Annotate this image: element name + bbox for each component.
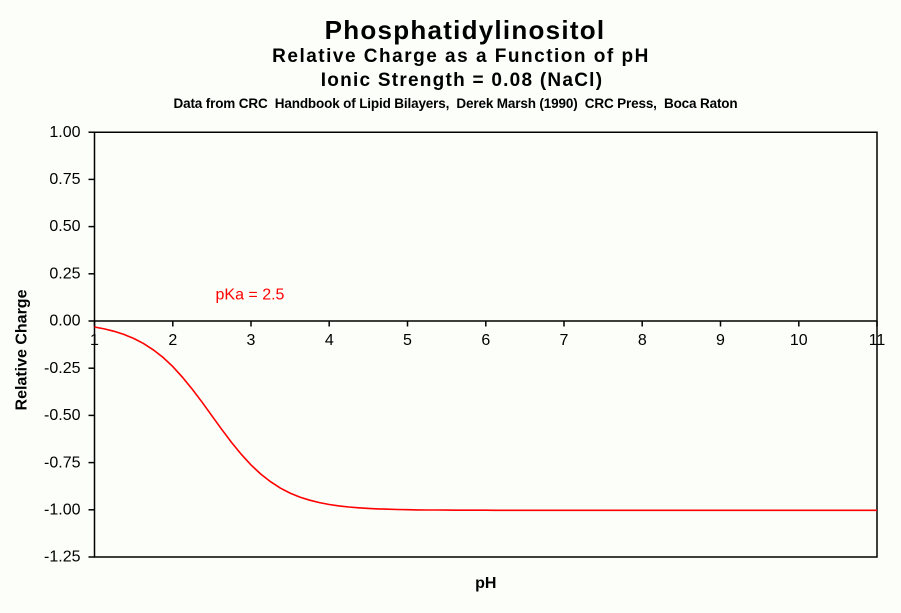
svg-text:3: 3 [247,332,256,349]
svg-text:-0.25: -0.25 [44,360,81,377]
svg-text:-0.75: -0.75 [44,454,81,471]
svg-text:-1.25: -1.25 [44,549,81,566]
svg-text:-1.00: -1.00 [44,502,81,519]
svg-text:0.25: 0.25 [49,265,80,282]
svg-text:2: 2 [168,332,177,349]
svg-text:pKa = 2.5: pKa = 2.5 [216,286,285,303]
svg-text:7: 7 [560,332,569,349]
svg-text:Relative Charge: Relative Charge [14,289,31,410]
svg-text:11: 11 [869,332,886,349]
svg-text:0.50: 0.50 [49,218,80,235]
svg-text:-0.50: -0.50 [44,407,81,424]
svg-text:1.00: 1.00 [49,124,80,141]
svg-text:8: 8 [638,332,647,349]
svg-text:4: 4 [325,332,334,349]
svg-text:10: 10 [790,332,808,349]
svg-text:0.75: 0.75 [49,171,80,188]
svg-text:1: 1 [90,332,99,349]
svg-text:9: 9 [716,332,725,349]
svg-text:6: 6 [481,332,490,349]
svg-text:5: 5 [403,332,412,349]
svg-text:pH: pH [475,575,496,592]
svg-text:0.00: 0.00 [49,313,80,330]
